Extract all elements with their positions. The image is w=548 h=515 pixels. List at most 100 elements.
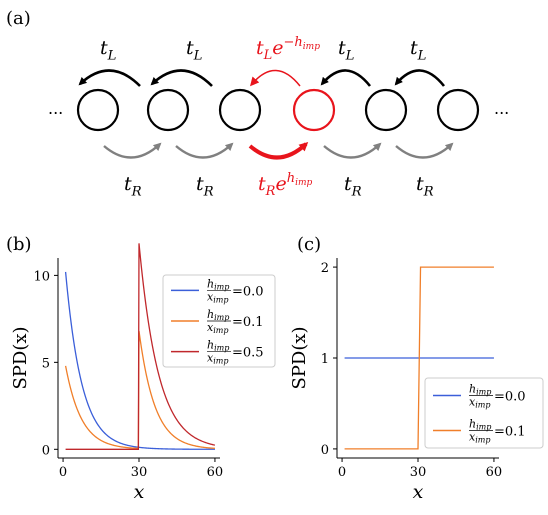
hop-left-arrow xyxy=(150,69,213,87)
y-axis-label: SPD(x) xyxy=(289,326,310,389)
label-t-left-base: t xyxy=(410,37,418,59)
frac-den-sub: imp xyxy=(213,357,228,366)
label-t-left-imp: tLe−himp xyxy=(256,35,320,63)
site-circle xyxy=(364,88,408,132)
label-t-right: tR xyxy=(124,173,142,200)
x-tick-label: 0 xyxy=(338,465,346,480)
hop-right-arrow xyxy=(395,142,454,159)
legend-entry: =0.1 xyxy=(232,315,264,330)
legend-frac-den: ximp xyxy=(207,290,228,304)
panel-label-c: (c) xyxy=(297,234,321,255)
label-t-left-sub: L xyxy=(107,49,117,64)
y-tick-label: 0 xyxy=(42,443,50,458)
y-tick-label: 2 xyxy=(321,261,329,276)
y-tick-label: 1 xyxy=(321,352,329,367)
legend-frac-num: himp xyxy=(207,339,229,353)
label-t-left-base: t xyxy=(186,37,194,59)
label-exp: −h xyxy=(284,35,303,50)
label-exp-sub: imp xyxy=(303,42,320,52)
legend-frac-den: ximp xyxy=(469,396,490,410)
label-t-left: tL xyxy=(100,37,117,64)
site-circle xyxy=(292,88,336,132)
label-t-right-sub: R xyxy=(423,185,434,200)
legend-frac-num: himp xyxy=(207,308,229,322)
frac-den-sub: imp xyxy=(213,295,228,304)
x-axis-label: x xyxy=(134,481,145,503)
label-t-right-sub: R xyxy=(351,185,362,200)
label-exp-sub: imp xyxy=(295,178,312,188)
legend-frac-den: ximp xyxy=(207,321,228,335)
frac-num-sub: imp xyxy=(476,423,491,432)
frac-den-base: x xyxy=(207,352,214,365)
x-tick-label: 60 xyxy=(486,465,503,480)
hop-left-arrow xyxy=(320,69,372,87)
label-t-right-base: t xyxy=(196,173,204,195)
label-e: e xyxy=(275,173,286,195)
frac-den-base: x xyxy=(469,396,476,409)
legend-frac-num: himp xyxy=(207,277,229,291)
hop-right-arrow xyxy=(248,141,309,160)
frac-den-base: x xyxy=(207,321,214,334)
legend-frac-den: ximp xyxy=(469,431,490,445)
frac-num-base: h xyxy=(207,277,214,290)
chart-b: 0 30 600510xSPD(x)himpximp=0.0himpximp=0.1… xyxy=(10,243,276,503)
frac-den-sub: imp xyxy=(475,436,490,445)
legend-frac-den: ximp xyxy=(207,352,228,366)
x-tick-label: 0 xyxy=(59,465,67,480)
series-line-1 xyxy=(64,330,215,450)
y-tick-label: 0 xyxy=(321,443,329,458)
hop-left-arrow xyxy=(78,69,141,87)
frac-den-base: x xyxy=(469,431,476,444)
x-tick-label: 30 xyxy=(131,465,148,480)
label-t-right-base: t xyxy=(124,173,132,195)
label-t-left: tL xyxy=(338,37,355,64)
legend-entry: =0.0 xyxy=(494,390,526,405)
label-sub: R xyxy=(265,184,276,199)
label-t-left-base: t xyxy=(338,37,346,59)
label-t-left-sub: L xyxy=(417,49,427,64)
frac-num-base: h xyxy=(469,418,476,431)
frac-num-base: h xyxy=(207,308,214,321)
series-line-2 xyxy=(65,243,216,450)
hop-left-arrow xyxy=(250,69,301,87)
site-circle xyxy=(218,88,262,132)
legend-entry: =0.0 xyxy=(232,284,264,299)
frac-den-sub: imp xyxy=(475,401,490,410)
frac-num-base: h xyxy=(469,383,476,396)
y-axis-label: SPD(x) xyxy=(10,326,31,389)
label-t-left-sub: L xyxy=(193,49,203,64)
panel-label-a: (a) xyxy=(6,8,31,29)
frac-num-base: h xyxy=(207,339,214,352)
frac-den-base: x xyxy=(207,290,214,303)
label-t-right-base: t xyxy=(344,173,352,195)
label-exp: h xyxy=(287,171,295,186)
label-t-right-base: t xyxy=(416,173,424,195)
label-t: t xyxy=(258,173,266,195)
label-t-right: tR xyxy=(416,173,434,200)
legend-frac-num: himp xyxy=(469,383,491,397)
label-sub: L xyxy=(263,48,273,63)
series-line-1 xyxy=(344,266,494,450)
frac-den-sub: imp xyxy=(213,326,228,335)
label-t-right-sub: R xyxy=(203,185,214,200)
label-t-right-imp: tRehimp xyxy=(258,171,312,199)
hop-right-arrow xyxy=(175,142,234,159)
legend-frac-num: himp xyxy=(469,418,491,432)
series-line-0 xyxy=(64,271,215,450)
hop-right-arrow xyxy=(323,142,382,159)
label-t-right: tR xyxy=(344,173,362,200)
frac-num-sub: imp xyxy=(214,344,229,353)
label-t-right: tR xyxy=(196,173,214,200)
label-t-left: tL xyxy=(410,37,427,64)
x-axis-label: x xyxy=(413,481,424,503)
label-t-right-sub: R xyxy=(131,185,142,200)
panel-label-b: (b) xyxy=(6,234,32,255)
ellipsis-left: ... xyxy=(48,99,63,118)
ellipsis-right: ... xyxy=(494,99,509,118)
label-e: e xyxy=(272,37,283,59)
label-t-left-sub: L xyxy=(345,49,355,64)
hop-right-arrow xyxy=(103,142,162,159)
